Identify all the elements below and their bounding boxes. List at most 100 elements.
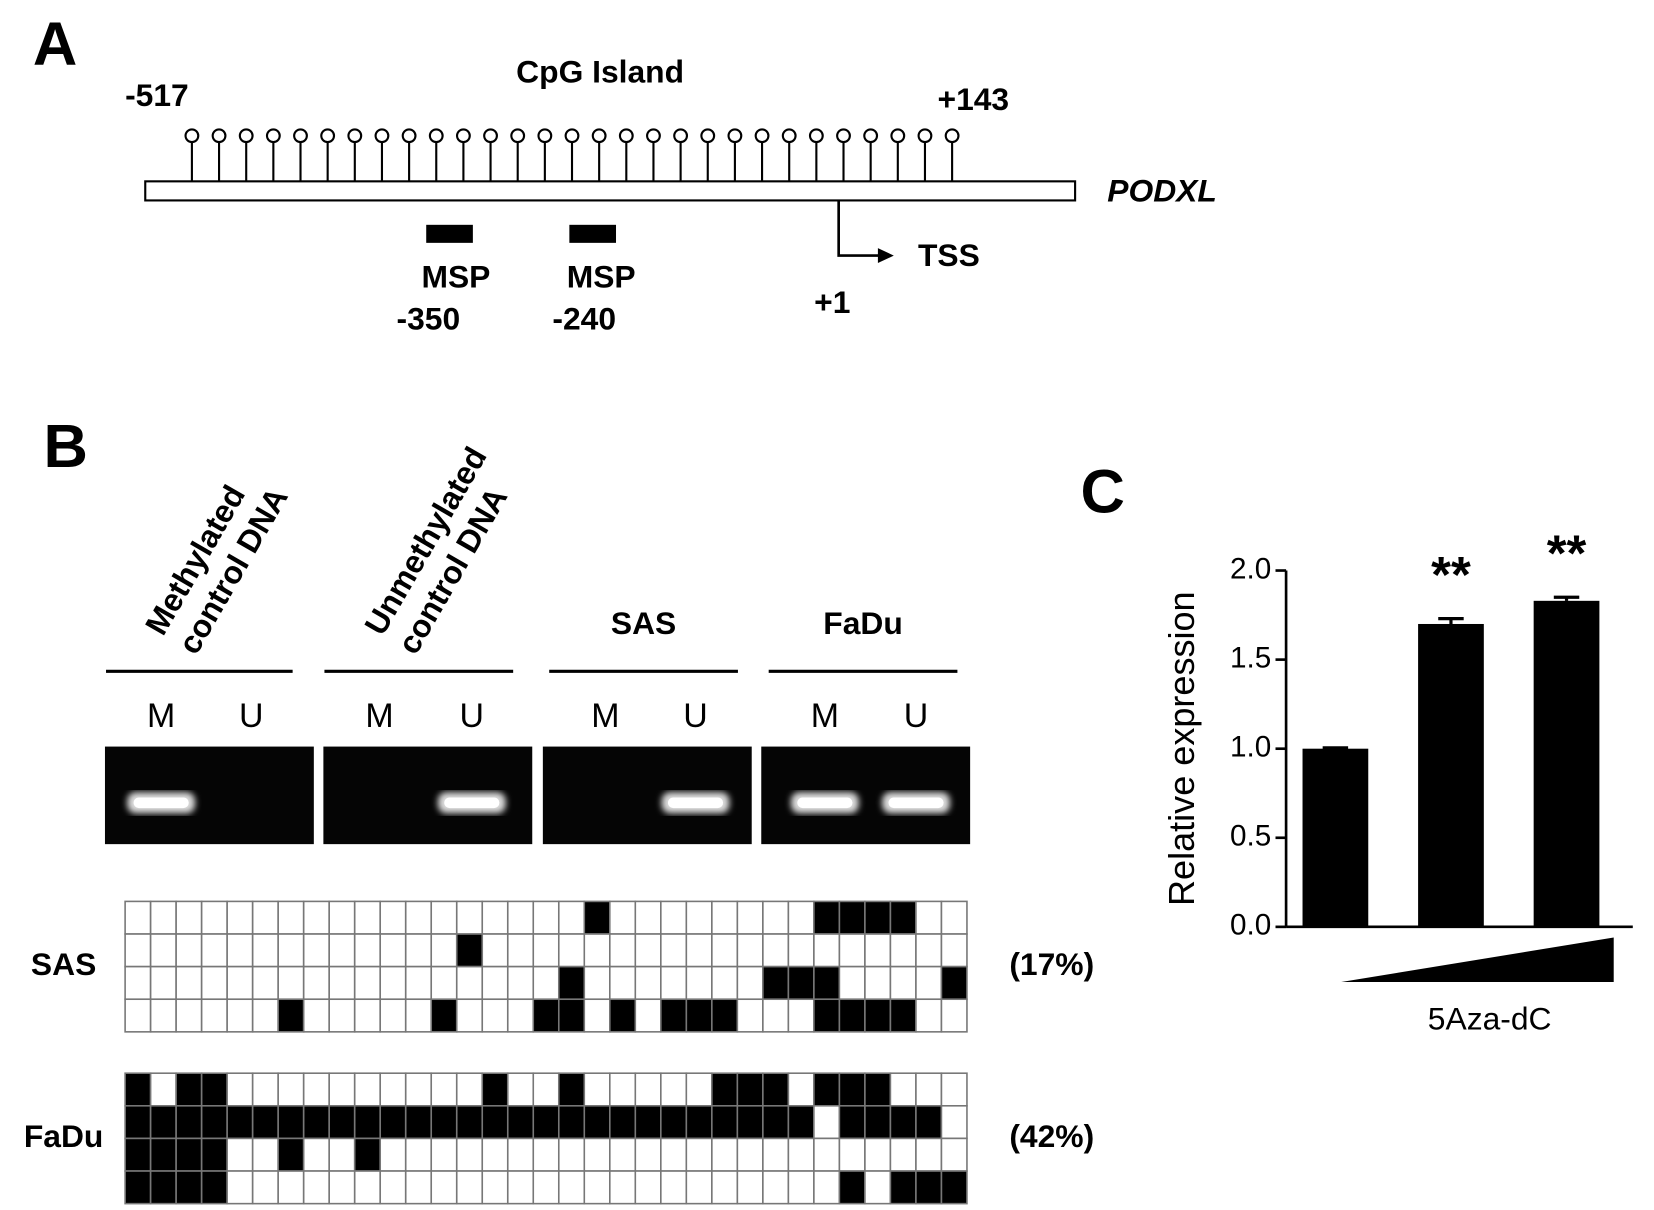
methylation-cell: [506, 933, 535, 968]
methylation-cell: [175, 900, 203, 935]
gel-band: [888, 797, 944, 809]
methylation-cell: [915, 1137, 943, 1172]
lane-label: M: [811, 697, 839, 735]
cpg-circle: [564, 128, 580, 144]
methylation-cell: [838, 1170, 866, 1205]
methylation-cell: [557, 900, 586, 935]
methylation-cell: [532, 900, 560, 935]
methylation-cell: [711, 965, 739, 1001]
tss-arrowhead: [877, 248, 894, 263]
methylation-cell: [149, 1105, 177, 1140]
methylation-cell: [762, 965, 790, 1001]
lane-label: U: [239, 697, 263, 735]
methylation-cell: [302, 965, 330, 1001]
methylation-cell: [609, 933, 637, 968]
methylation-cell: [609, 1072, 637, 1107]
methylation-cell: [430, 998, 458, 1033]
methylation-cell: [302, 933, 330, 968]
methylation-cell: [787, 965, 815, 1001]
primer-position: -240: [552, 301, 616, 337]
methylation-cell: [379, 965, 407, 1001]
methylation-cell: [404, 1170, 433, 1205]
methylation-cell: [506, 965, 535, 1001]
methylation-cell: [634, 933, 662, 968]
methylation-cell: [328, 998, 356, 1033]
methylation-cell: [149, 900, 177, 935]
methylation-cell: [455, 1105, 484, 1140]
methylation-cell: [302, 1170, 330, 1205]
methylation-cell: [889, 1170, 917, 1205]
methylation-cell: [481, 1137, 509, 1172]
methylation-cell: [251, 900, 279, 935]
methylation-cell: [762, 1170, 790, 1205]
methylation-cell: [404, 1137, 433, 1172]
methylation-cell: [124, 1137, 152, 1172]
methylation-cell: [915, 1072, 943, 1107]
panel-label: B: [44, 412, 88, 481]
methylation-cell: [532, 1105, 560, 1140]
column-title: SAS: [611, 605, 676, 641]
methylation-cell: [583, 998, 611, 1033]
methylation-cell: [864, 933, 892, 968]
methylation-cell: [736, 1170, 764, 1205]
methylation-cell: [353, 1105, 382, 1140]
bar: [1302, 748, 1369, 927]
methylation-cell: [736, 965, 764, 1001]
methylation-cell: [557, 1137, 586, 1172]
methylation-cell: [506, 1170, 535, 1205]
sample-label: SAS: [31, 946, 96, 982]
methylation-cell: [813, 965, 841, 1001]
methylation-cell: [685, 998, 713, 1033]
methylation-cell: [277, 1170, 305, 1205]
methylation-cell: [711, 1137, 739, 1172]
methylation-cell: [634, 1105, 662, 1140]
methylation-cell: [787, 1170, 815, 1205]
cpg-sites: [184, 128, 960, 182]
cpg-circle: [483, 128, 498, 144]
methylation-cell: [455, 1170, 484, 1205]
methylation-cell: [404, 965, 433, 1001]
methylation-cell: [762, 900, 790, 935]
bar: [1533, 600, 1600, 927]
methylation-cell: [609, 1105, 637, 1140]
methylation-cell: [711, 900, 739, 935]
methylation-cell: [277, 965, 305, 1001]
methylation-cell: [506, 1105, 535, 1140]
methylation-cell: [634, 900, 662, 935]
methylation-cell: [302, 900, 330, 935]
methylation-cell: [124, 900, 152, 935]
methylation-cell: [787, 998, 815, 1033]
methylation-cell: [838, 1137, 866, 1172]
y-tick-label: 2.0: [1230, 552, 1271, 585]
methylation-cell: [430, 933, 458, 968]
methylation-cell: [328, 965, 356, 1001]
methylation-cell: [226, 1137, 254, 1172]
methylation-cell: [915, 933, 943, 968]
methylation-cell: [404, 1105, 433, 1140]
methylation-cell: [685, 965, 713, 1001]
lane-label: U: [460, 697, 484, 735]
methylation-cell: [251, 1170, 279, 1205]
y-tick-label: 1.0: [1230, 731, 1271, 764]
methylation-cell: [736, 1105, 764, 1140]
methylation-cell: [226, 1105, 254, 1140]
methylation-cell: [506, 1137, 535, 1172]
methylation-cell: [940, 900, 968, 935]
methylation-cell: [940, 998, 968, 1033]
methylation-cell: [864, 1105, 892, 1140]
methylation-cell: [711, 1170, 739, 1205]
primer-label: MSP: [421, 258, 490, 294]
methylation-cell: [940, 933, 968, 968]
methylation-cell: [430, 1105, 458, 1140]
methylation-cell: [915, 1105, 943, 1140]
methylation-cell: [787, 1105, 815, 1140]
methylation-cell: [762, 1105, 790, 1140]
methylation-cell: [251, 1105, 279, 1140]
methylation-cell: [481, 998, 509, 1033]
methylation-cell: [864, 998, 892, 1033]
methylation-cell: [251, 998, 279, 1033]
methylation-cell: [557, 1105, 586, 1140]
cpg-circle: [808, 128, 824, 144]
